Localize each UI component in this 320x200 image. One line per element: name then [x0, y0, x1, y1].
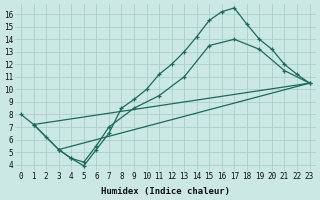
X-axis label: Humidex (Indice chaleur): Humidex (Indice chaleur) — [101, 187, 230, 196]
